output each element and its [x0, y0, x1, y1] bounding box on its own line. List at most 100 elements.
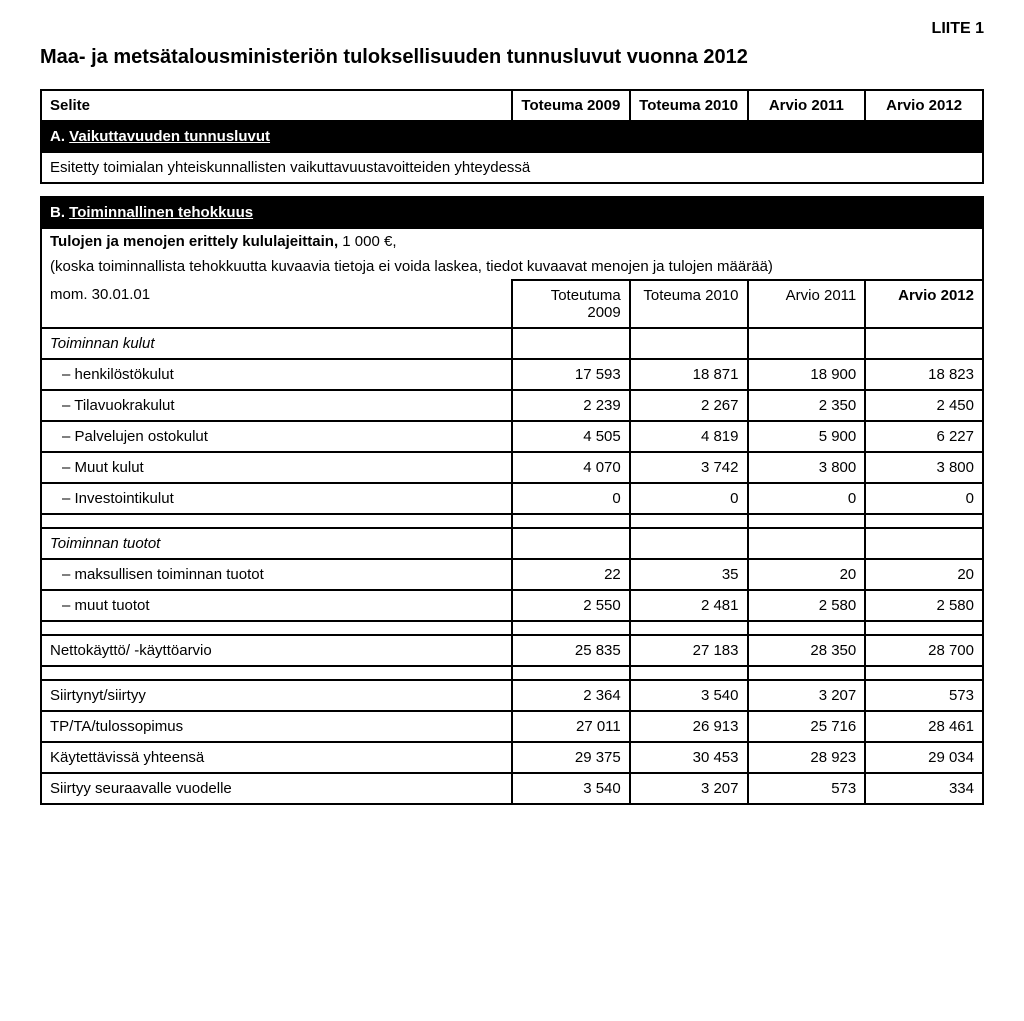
label-toiminnan-kulut: Toiminnan kulut	[41, 328, 512, 359]
row-muut-tuotot: – muut tuotot 2 550 2 481 2 580 2 580	[41, 590, 983, 621]
cell: 28 350	[748, 635, 866, 666]
cell: 2 450	[865, 390, 983, 421]
cell: 5 900	[748, 421, 866, 452]
cell: 3 207	[748, 680, 866, 711]
cell: 20	[748, 559, 866, 590]
cell: 2 550	[512, 590, 630, 621]
cell: 573	[748, 773, 866, 804]
table-header-row: Selite Toteuma 2009 Toteuma 2010 Arvio 2…	[41, 90, 983, 121]
cell: 17 593	[512, 359, 630, 390]
cell: 2 350	[748, 390, 866, 421]
cell: 25 716	[748, 711, 866, 742]
section-a-note: Esitetty toimialan yhteiskunnallisten va…	[41, 152, 983, 183]
header-selite: Selite	[41, 90, 512, 121]
spacer-row	[41, 514, 983, 528]
row-tulossopimus: TP/TA/tulossopimus 27 011 26 913 25 716 …	[41, 711, 983, 742]
row-siirtyy-seur: Siirtyy seuraavalle vuodelle 3 540 3 207…	[41, 773, 983, 804]
cell: 3 742	[630, 452, 748, 483]
section-b-sub1-unit: 1 000 €,	[338, 233, 396, 250]
cell: 3 207	[630, 773, 748, 804]
attachment-label: LIITE 1	[40, 20, 984, 38]
colhead-2009: Toteutuma 2009	[512, 280, 630, 328]
cell: 2 267	[630, 390, 748, 421]
cell: 30 453	[630, 742, 748, 773]
header-col-2012: Arvio 2012	[865, 90, 983, 121]
cell: 4 070	[512, 452, 630, 483]
label-henkilostokulut: – henkilöstökulut	[41, 359, 512, 390]
label-kaytettavissa: Käytettävissä yhteensä	[41, 742, 512, 773]
section-b-row: B. Toiminnallinen tehokkuus	[41, 197, 983, 228]
spacer-row	[41, 666, 983, 680]
label-palvelujen-ostokulut: – Palvelujen ostokulut	[41, 421, 512, 452]
section-b-sub2-row: (koska toiminnallista tehokkuutta kuvaav…	[41, 254, 983, 280]
cell: 28 461	[865, 711, 983, 742]
label-toiminnan-tuotot: Toiminnan tuotot	[41, 528, 512, 559]
cell: 0	[512, 483, 630, 514]
cell: 18 823	[865, 359, 983, 390]
section-b-title: Toiminnallinen tehokkuus	[69, 204, 253, 221]
cell: 26 913	[630, 711, 748, 742]
section-a-title: Vaikuttavuuden tunnusluvut	[69, 128, 270, 145]
cell: 2 239	[512, 390, 630, 421]
cell: 4 505	[512, 421, 630, 452]
cell: 3 800	[865, 452, 983, 483]
row-palvelujen-ostokulut: – Palvelujen ostokulut 4 505 4 819 5 900…	[41, 421, 983, 452]
label-siirtyy-seur: Siirtyy seuraavalle vuodelle	[41, 773, 512, 804]
cell: 0	[865, 483, 983, 514]
section-b-colhead-row: mom. 30.01.01 Toteutuma 2009 Toteuma 201…	[41, 280, 983, 328]
cell: 27 011	[512, 711, 630, 742]
row-maksullisen: – maksullisen toiminnan tuotot 22 35 20 …	[41, 559, 983, 590]
cell: 20	[865, 559, 983, 590]
row-muut-kulut: – Muut kulut 4 070 3 742 3 800 3 800	[41, 452, 983, 483]
row-siirtynyt: Siirtynyt/siirtyy 2 364 3 540 3 207 573	[41, 680, 983, 711]
colhead-2012: Arvio 2012	[865, 280, 983, 328]
row-toiminnan-tuotot: Toiminnan tuotot	[41, 528, 983, 559]
cell: 25 835	[512, 635, 630, 666]
cell: 18 871	[630, 359, 748, 390]
label-maksullisen: – maksullisen toiminnan tuotot	[41, 559, 512, 590]
cell: 27 183	[630, 635, 748, 666]
section-b-prefix: B.	[50, 204, 69, 221]
colhead-2011: Arvio 2011	[748, 280, 866, 328]
label-muut-tuotot: – muut tuotot	[41, 590, 512, 621]
cell: 334	[865, 773, 983, 804]
cell: 18 900	[748, 359, 866, 390]
cell: 2 364	[512, 680, 630, 711]
label-muut-kulut: – Muut kulut	[41, 452, 512, 483]
section-a-prefix: A.	[50, 128, 69, 145]
row-tilavuokrakulut: – Tilavuokrakulut 2 239 2 267 2 350 2 45…	[41, 390, 983, 421]
label-nettokaytto: Nettokäyttö/ -käyttöarvio	[41, 635, 512, 666]
colhead-2010: Toteuma 2010	[630, 280, 748, 328]
row-toiminnan-kulut: Toiminnan kulut	[41, 328, 983, 359]
header-col-2011: Arvio 2011	[748, 90, 866, 121]
cell: 3 800	[748, 452, 866, 483]
cell: 0	[630, 483, 748, 514]
cell: 2 580	[865, 590, 983, 621]
header-col-2009: Toteuma 2009	[512, 90, 630, 121]
cell: 3 540	[512, 773, 630, 804]
header-col-2010: Toteuma 2010	[630, 90, 748, 121]
main-table: Selite Toteuma 2009 Toteuma 2010 Arvio 2…	[40, 89, 984, 805]
cell: 28 923	[748, 742, 866, 773]
cell: 2 481	[630, 590, 748, 621]
cell: 22	[512, 559, 630, 590]
cell: 0	[748, 483, 866, 514]
row-nettokaytto: Nettokäyttö/ -käyttöarvio 25 835 27 183 …	[41, 635, 983, 666]
section-b-sub-row: Tulojen ja menojen erittely kululajeitta…	[41, 228, 983, 254]
label-tulossopimus: TP/TA/tulossopimus	[41, 711, 512, 742]
cell: 28 700	[865, 635, 983, 666]
cell: 6 227	[865, 421, 983, 452]
row-kaytettavissa: Käytettävissä yhteensä 29 375 30 453 28 …	[41, 742, 983, 773]
row-henkilostokulut: – henkilöstökulut 17 593 18 871 18 900 1…	[41, 359, 983, 390]
section-a-row: A. Vaikuttavuuden tunnusluvut	[41, 121, 983, 152]
cell: 3 540	[630, 680, 748, 711]
section-b-sub2: (koska toiminnallista tehokkuutta kuvaav…	[50, 258, 773, 275]
cell: 573	[865, 680, 983, 711]
spacer-row	[41, 621, 983, 635]
cell: 29 034	[865, 742, 983, 773]
cell: 29 375	[512, 742, 630, 773]
section-b-mom: mom. 30.01.01	[50, 286, 150, 303]
label-investointikulut: – Investointikulut	[41, 483, 512, 514]
row-investointikulut: – Investointikulut 0 0 0 0	[41, 483, 983, 514]
cell: 35	[630, 559, 748, 590]
